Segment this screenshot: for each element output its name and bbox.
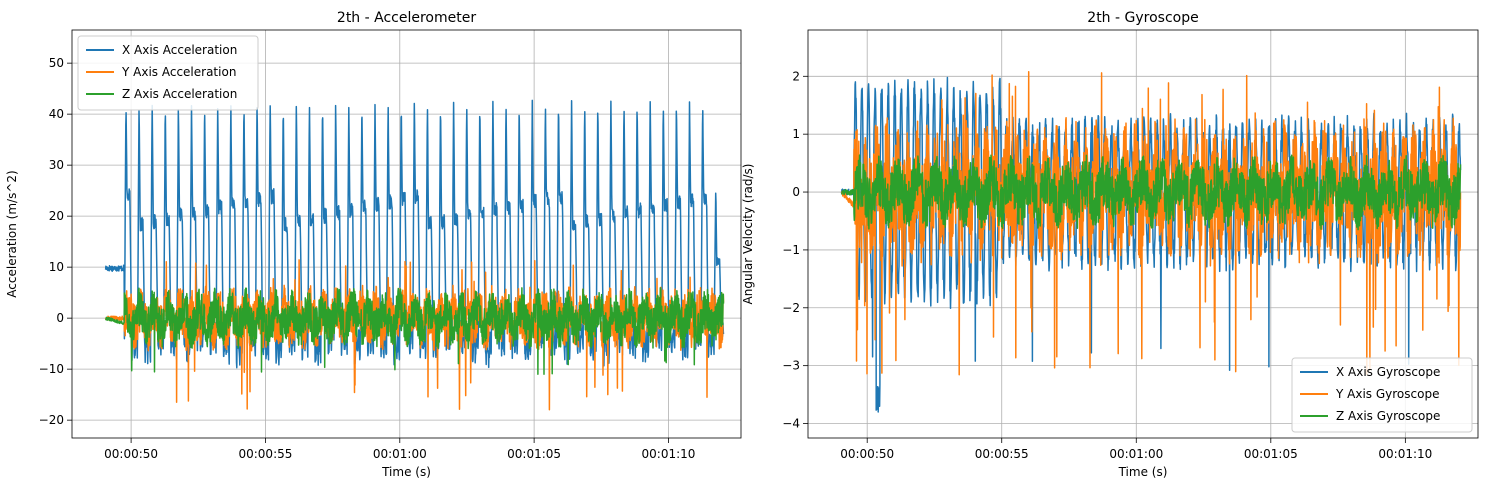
y-tick-label: −2 [782, 301, 800, 315]
x-axis-label: Time (s) [1118, 465, 1168, 479]
x-tick-label: 00:01:05 [1244, 447, 1298, 461]
series-line-x-axis-gyroscope [840, 76, 1462, 413]
y-tick-label: 0 [56, 311, 64, 325]
y-tick-label: 0 [792, 185, 800, 199]
y-tick-label: 50 [49, 56, 64, 70]
y-tick-label: −1 [782, 243, 800, 257]
legend: X Axis Gyroscope Y Axis Gyroscope Z Axis G… [1291, 357, 1473, 433]
y-tick-label: −20 [39, 413, 64, 427]
series-line-z-axis-acceleration [104, 287, 725, 375]
axes-frame [71, 29, 742, 439]
x-tick-label: 00:00:50 [104, 447, 158, 461]
y-tick-label: 2 [792, 69, 800, 83]
gyroscope-chart: 00:00:50 00:00:55 00:01:00 00:01:05 00:01:10… [741, 10, 1479, 479]
y-tick-label: −4 [782, 417, 800, 431]
axes-frame [807, 29, 1479, 439]
legend-box [77, 35, 259, 111]
x-tick-label: 00:01:00 [373, 447, 427, 461]
x-tick-label: 00:01:10 [1378, 447, 1432, 461]
legend-entry: Z Axis Acceleration [122, 87, 237, 101]
accelerometer-chart: 00:00:50 00:00:55 00:01:00 00:01:05 00:01:10… [5, 10, 742, 479]
x-axis-label: Time (s) [381, 465, 431, 479]
y-tick-label: 30 [49, 158, 64, 172]
y-axis-label: Angular Velocity (rad/s) [741, 164, 755, 305]
legend-entry: X Axis Acceleration [122, 43, 237, 57]
legend-entry: Y Axis Acceleration [121, 65, 236, 79]
y-tick-label: 20 [49, 209, 64, 223]
legend-entry: X Axis Gyroscope [1336, 365, 1440, 379]
x-tick-label: 00:00:55 [238, 447, 292, 461]
x-tick-label: 00:01:10 [642, 447, 696, 461]
x-tick-label: 00:01:05 [507, 447, 561, 461]
legend: X Axis Acceleration Y Axis Acceleration Z … [77, 35, 259, 111]
legend-entry: Z Axis Gyroscope [1336, 409, 1440, 423]
chart-title: 2th - Accelerometer [337, 10, 476, 26]
y-tick-label: −10 [39, 362, 64, 376]
y-tick-label: −3 [782, 359, 800, 373]
chart-title: 2th - Gyroscope [1087, 10, 1198, 26]
series-line-z-axis-gyroscope [840, 154, 1462, 231]
y-tick-label: 1 [792, 127, 800, 141]
legend-box [1291, 357, 1473, 433]
x-tick-label: 00:00:50 [840, 447, 894, 461]
x-tick-label: 00:00:55 [975, 447, 1029, 461]
y-tick-label: 40 [49, 107, 64, 121]
legend-entry: Y Axis Gyroscope [1335, 387, 1439, 401]
x-tick-label: 00:01:00 [1109, 447, 1163, 461]
y-axis-label: Acceleration (m/s^2) [5, 170, 19, 297]
y-tick-label: 10 [49, 260, 64, 274]
